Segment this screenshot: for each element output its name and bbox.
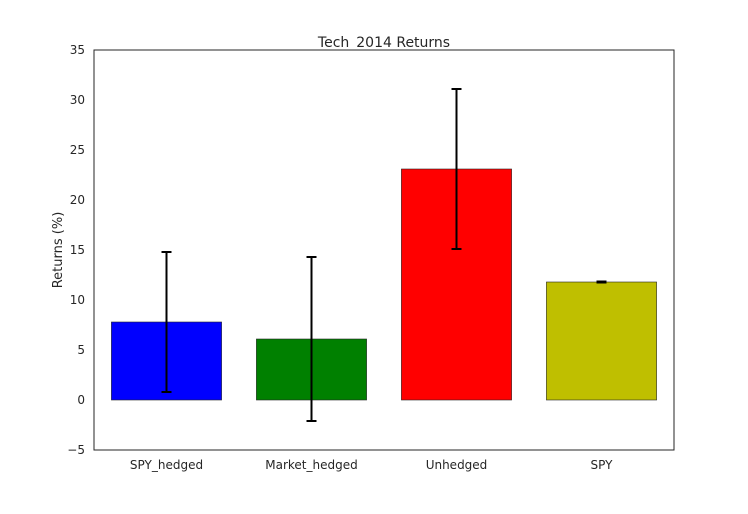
bars-group <box>111 168 657 401</box>
y-tick-label: 25 <box>70 143 85 157</box>
x-tick-label: Market_hedged <box>265 458 357 472</box>
x-tick-label: SPY_hedged <box>130 458 203 472</box>
y-axis-label: Returns (%) <box>51 212 66 289</box>
y-tick-label: 5 <box>77 343 85 357</box>
x-tick-label: SPY <box>591 458 614 472</box>
error-bars-group <box>161 88 607 422</box>
plot-frame <box>93 49 675 451</box>
y-tick-label: −5 <box>67 443 85 457</box>
x-axis-ticks: SPY_hedged Market_hedged Unhedged SPY <box>130 458 613 472</box>
y-tick-label: 0 <box>77 393 85 407</box>
bar-SPY <box>546 281 657 401</box>
y-tick-label: 20 <box>70 193 85 207</box>
y-tick-label: 10 <box>70 293 85 307</box>
y-tick-label: 30 <box>70 93 85 107</box>
y-tick-label: 15 <box>70 243 85 257</box>
y-tick-label: 35 <box>70 43 85 57</box>
chart-title: Tech_2014 Returns <box>317 35 450 51</box>
x-tick-label: Unhedged <box>426 458 488 472</box>
y-axis-ticks: −5 0 5 10 15 20 25 30 35 <box>67 43 85 457</box>
